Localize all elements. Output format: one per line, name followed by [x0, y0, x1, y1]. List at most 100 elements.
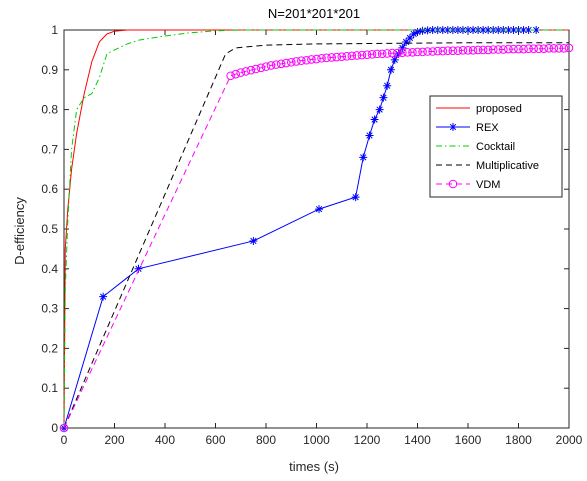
y-tick-label-10: 1 — [51, 23, 58, 37]
point-vdm-53 — [488, 45, 498, 54]
point-vdm-6 — [251, 64, 261, 74]
x-tick-label-7: 1400 — [404, 433, 431, 447]
point-rex-7 — [365, 131, 374, 140]
series-layer — [59, 26, 574, 433]
point-rex-19 — [413, 27, 422, 36]
point-vdm-8 — [261, 62, 271, 71]
y-tick-label-8: 0.8 — [41, 103, 58, 117]
point-vdm-3 — [236, 68, 246, 77]
point-rex-3 — [249, 236, 258, 245]
point-vdm-47 — [458, 45, 468, 55]
series-line-cocktail — [63, 29, 569, 429]
legend-item-proposed: proposed — [436, 103, 522, 115]
point-vdm-26 — [352, 51, 362, 60]
point-vdm-31 — [377, 49, 387, 59]
point-vdm-16 — [302, 55, 311, 65]
y-tick-label-3: 0.3 — [41, 302, 58, 316]
legend-label-cocktail: Cocktail — [476, 141, 515, 153]
x-tick-label-0: 0 — [61, 433, 68, 447]
point-vdm-14 — [292, 57, 301, 66]
point-vdm-17 — [307, 55, 316, 64]
point-vdm-37 — [408, 47, 417, 57]
point-vdm-7 — [256, 63, 266, 73]
point-vdm-20 — [322, 53, 331, 63]
point-vdm-2 — [231, 69, 240, 79]
point-vdm-5 — [246, 65, 256, 75]
point-vdm-25 — [347, 51, 357, 61]
legend-marker-vdm — [448, 179, 458, 189]
y-tick-label-2: 0.2 — [41, 341, 58, 355]
x-tick-label-4: 800 — [256, 433, 276, 447]
point-vdm-60 — [524, 44, 533, 54]
legend-label-rex: REX — [476, 122, 499, 134]
y-tick-label-7: 0.7 — [41, 142, 58, 156]
point-vdm-9 — [266, 61, 276, 70]
point-vdm-15 — [297, 56, 306, 65]
y-tick-label-1: 0.1 — [41, 381, 58, 395]
legend-item-rex: REX — [436, 122, 499, 134]
y-axis-label: D-efficiency — [12, 197, 27, 265]
point-vdm-13 — [286, 57, 296, 67]
legend-label-multiplicative: Multiplicative — [476, 160, 539, 172]
point-rex-25 — [443, 26, 452, 34]
point-vdm-48 — [463, 45, 473, 55]
point-rex-22 — [428, 26, 437, 34]
x-tick-label-9: 1800 — [505, 433, 532, 447]
point-rex-13 — [390, 55, 399, 64]
point-rex-2 — [134, 264, 143, 273]
point-rex-8 — [370, 115, 379, 124]
point-rex-29 — [464, 26, 472, 34]
point-vdm-29 — [367, 49, 377, 59]
point-rex-4 — [315, 205, 324, 214]
point-vdm-57 — [509, 44, 518, 54]
point-vdm-64 — [544, 44, 554, 53]
point-vdm-28 — [362, 50, 372, 59]
point-rex-40 — [519, 26, 528, 34]
point-rex-20 — [418, 26, 427, 35]
y-tick-label-9: 0.9 — [41, 63, 58, 77]
legend-label-proposed: proposed — [476, 103, 522, 115]
point-vdm-18 — [312, 54, 321, 64]
point-vdm-10 — [271, 60, 281, 69]
point-rex-17 — [405, 33, 414, 42]
point-vdm-41 — [428, 47, 437, 56]
x-tick-label-5: 1000 — [303, 433, 330, 447]
point-vdm-40 — [423, 47, 432, 56]
point-rex-6 — [359, 153, 368, 162]
point-vdm-23 — [337, 52, 347, 61]
point-vdm-68 — [564, 43, 574, 53]
point-vdm-35 — [398, 48, 407, 57]
point-rex-5 — [351, 193, 360, 202]
legend-label-vdm: VDM — [476, 179, 500, 191]
point-vdm-61 — [529, 44, 538, 54]
point-vdm-56 — [504, 44, 513, 54]
y-tick-label-5: 0.5 — [41, 222, 58, 236]
x-axis: 0 200 400 600 800 1000 1200 1400 1600 1800 2000 — [61, 30, 583, 447]
point-rex-42 — [532, 26, 541, 34]
point-rex-32 — [479, 26, 488, 34]
legend: proposed REX Cocktail Multiplicative VDM — [429, 95, 563, 198]
point-vdm-36 — [403, 47, 412, 57]
point-vdm-49 — [468, 45, 478, 55]
chart-title: N=201*201*201 — [268, 6, 360, 21]
point-vdm-0 — [59, 423, 69, 433]
point-vdm-62 — [534, 44, 544, 54]
x-tick-label-6: 1200 — [354, 433, 381, 447]
point-vdm-12 — [281, 58, 291, 68]
point-vdm-11 — [276, 59, 286, 69]
point-vdm-54 — [494, 45, 503, 54]
point-vdm-19 — [317, 53, 326, 63]
legend-marker-rex — [449, 123, 457, 131]
point-rex-41 — [524, 26, 533, 34]
x-tick-label-1: 200 — [104, 433, 124, 447]
point-vdm-55 — [499, 45, 508, 54]
y-tick-label-6: 0.6 — [41, 182, 58, 196]
point-rex-11 — [383, 81, 392, 90]
point-rex-37 — [504, 26, 513, 34]
point-vdm-63 — [539, 44, 549, 54]
x-tick-label-10: 2000 — [556, 433, 583, 447]
point-rex-30 — [469, 26, 478, 34]
legend-item-cocktail: Cocktail — [436, 141, 515, 153]
series-cocktail — [63, 29, 569, 429]
